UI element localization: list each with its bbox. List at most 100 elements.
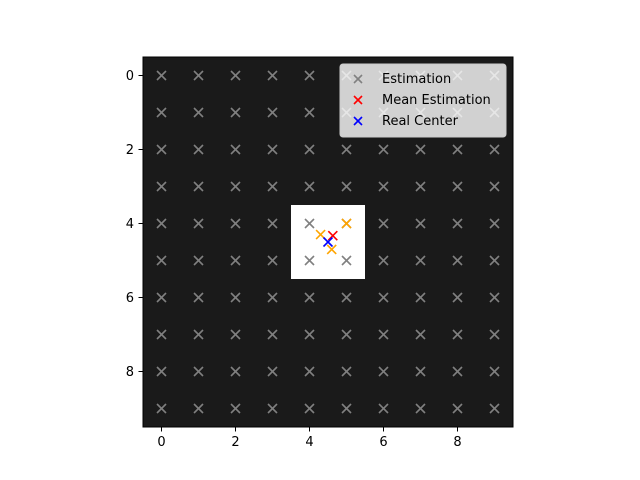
estimation-point: [193, 329, 204, 340]
estimation-point: [341, 329, 352, 340]
x-tick-label: 0: [157, 435, 165, 450]
axes-border: [142, 56, 514, 428]
axes-frame: [142, 56, 514, 428]
estimation-point: [267, 292, 278, 303]
estimation-point: [156, 218, 167, 229]
estimation-point: [341, 403, 352, 414]
estimation-point: [304, 403, 315, 414]
estimation-point: [267, 70, 278, 81]
y-tick-label: 2: [126, 143, 134, 158]
estimation-point: [452, 292, 463, 303]
estimation-point: [415, 181, 426, 192]
estimation-point: [267, 218, 278, 229]
estimation-point: [304, 366, 315, 377]
legend-label-mean-estimation: Mean Estimation: [382, 93, 491, 108]
estimation-point: [156, 329, 167, 340]
estimation-point: [415, 366, 426, 377]
estimation-point: [230, 403, 241, 414]
legend-label-estimation: Estimation: [382, 72, 451, 87]
estimation-point: [489, 144, 500, 155]
y-tick-label: 4: [126, 217, 134, 232]
estimation-point: [230, 329, 241, 340]
estimation-point: [452, 366, 463, 377]
legend-label-real-center: Real Center: [382, 114, 459, 129]
estimation-point: [489, 403, 500, 414]
legend-marker-mean-estimation: [353, 95, 363, 105]
estimation-point: [452, 218, 463, 229]
estimation-point: [415, 292, 426, 303]
series-1-point: [326, 244, 337, 255]
estimation-point: [378, 181, 389, 192]
estimation-point: [156, 144, 167, 155]
estimation-point: [489, 329, 500, 340]
x-tick-label: 2: [231, 435, 239, 450]
estimation-point: [267, 255, 278, 266]
y-axis-ticks: 0 2 4 6 8: [126, 69, 143, 380]
estimation-point: [267, 403, 278, 414]
estimation-point: [304, 255, 315, 266]
estimation-point: [341, 292, 352, 303]
estimation-point: [341, 255, 352, 266]
estimation-point: [193, 255, 204, 266]
estimation-point: [452, 329, 463, 340]
estimation-point: [415, 218, 426, 229]
series-1-point: [341, 218, 352, 229]
x-tick-label: 4: [305, 435, 313, 450]
estimation-point: [267, 181, 278, 192]
estimation-point: [378, 292, 389, 303]
estimation-point: [156, 403, 167, 414]
estimation-point: [452, 255, 463, 266]
estimation-point: [489, 255, 500, 266]
estimation-point: [378, 329, 389, 340]
estimation-point: [230, 144, 241, 155]
legend-box: [339, 63, 507, 138]
legend-marker-real-center: [353, 116, 363, 126]
estimation-point: [452, 144, 463, 155]
estimation-point: [378, 144, 389, 155]
estimation-point: [304, 144, 315, 155]
estimation-point: [267, 329, 278, 340]
estimation-point: [304, 181, 315, 192]
legend: Estimation Mean Estimation Real Center: [339, 63, 507, 138]
estimation-point: [156, 107, 167, 118]
estimation-point: [415, 144, 426, 155]
estimation-point: [378, 366, 389, 377]
y-tick-label: 8: [126, 365, 134, 380]
estimation-point: [415, 329, 426, 340]
estimation-point: [156, 255, 167, 266]
estimation-point: [193, 366, 204, 377]
estimation-point: [230, 292, 241, 303]
estimation-point: [378, 255, 389, 266]
estimation-point: [193, 181, 204, 192]
estimation-point: [193, 292, 204, 303]
estimation-point: [267, 366, 278, 377]
estimation-point: [489, 366, 500, 377]
estimation-point: [193, 403, 204, 414]
estimation-point: [156, 292, 167, 303]
estimation-point: [304, 107, 315, 118]
estimation-point: [341, 366, 352, 377]
estimation-point: [304, 70, 315, 81]
estimation-point: [489, 218, 500, 229]
estimation-point: [304, 329, 315, 340]
estimation-point: [193, 218, 204, 229]
estimation-point: [415, 403, 426, 414]
mean-estimation-point: [327, 230, 338, 241]
estimation-point: [489, 292, 500, 303]
estimation-point: [230, 107, 241, 118]
estimation-point: [156, 70, 167, 81]
estimation-point: [267, 144, 278, 155]
estimation-point: [230, 366, 241, 377]
legend-marker-estimation: [353, 74, 363, 84]
x-tick-label: 6: [379, 435, 387, 450]
estimation-point: [341, 181, 352, 192]
estimation-point: [378, 403, 389, 414]
real-center-point: [322, 236, 334, 248]
y-tick-label: 6: [126, 291, 134, 306]
estimation-point: [230, 70, 241, 81]
estimation-point: [341, 144, 352, 155]
estimation-point: [193, 144, 204, 155]
estimation-point: [452, 403, 463, 414]
estimation-point: [230, 181, 241, 192]
